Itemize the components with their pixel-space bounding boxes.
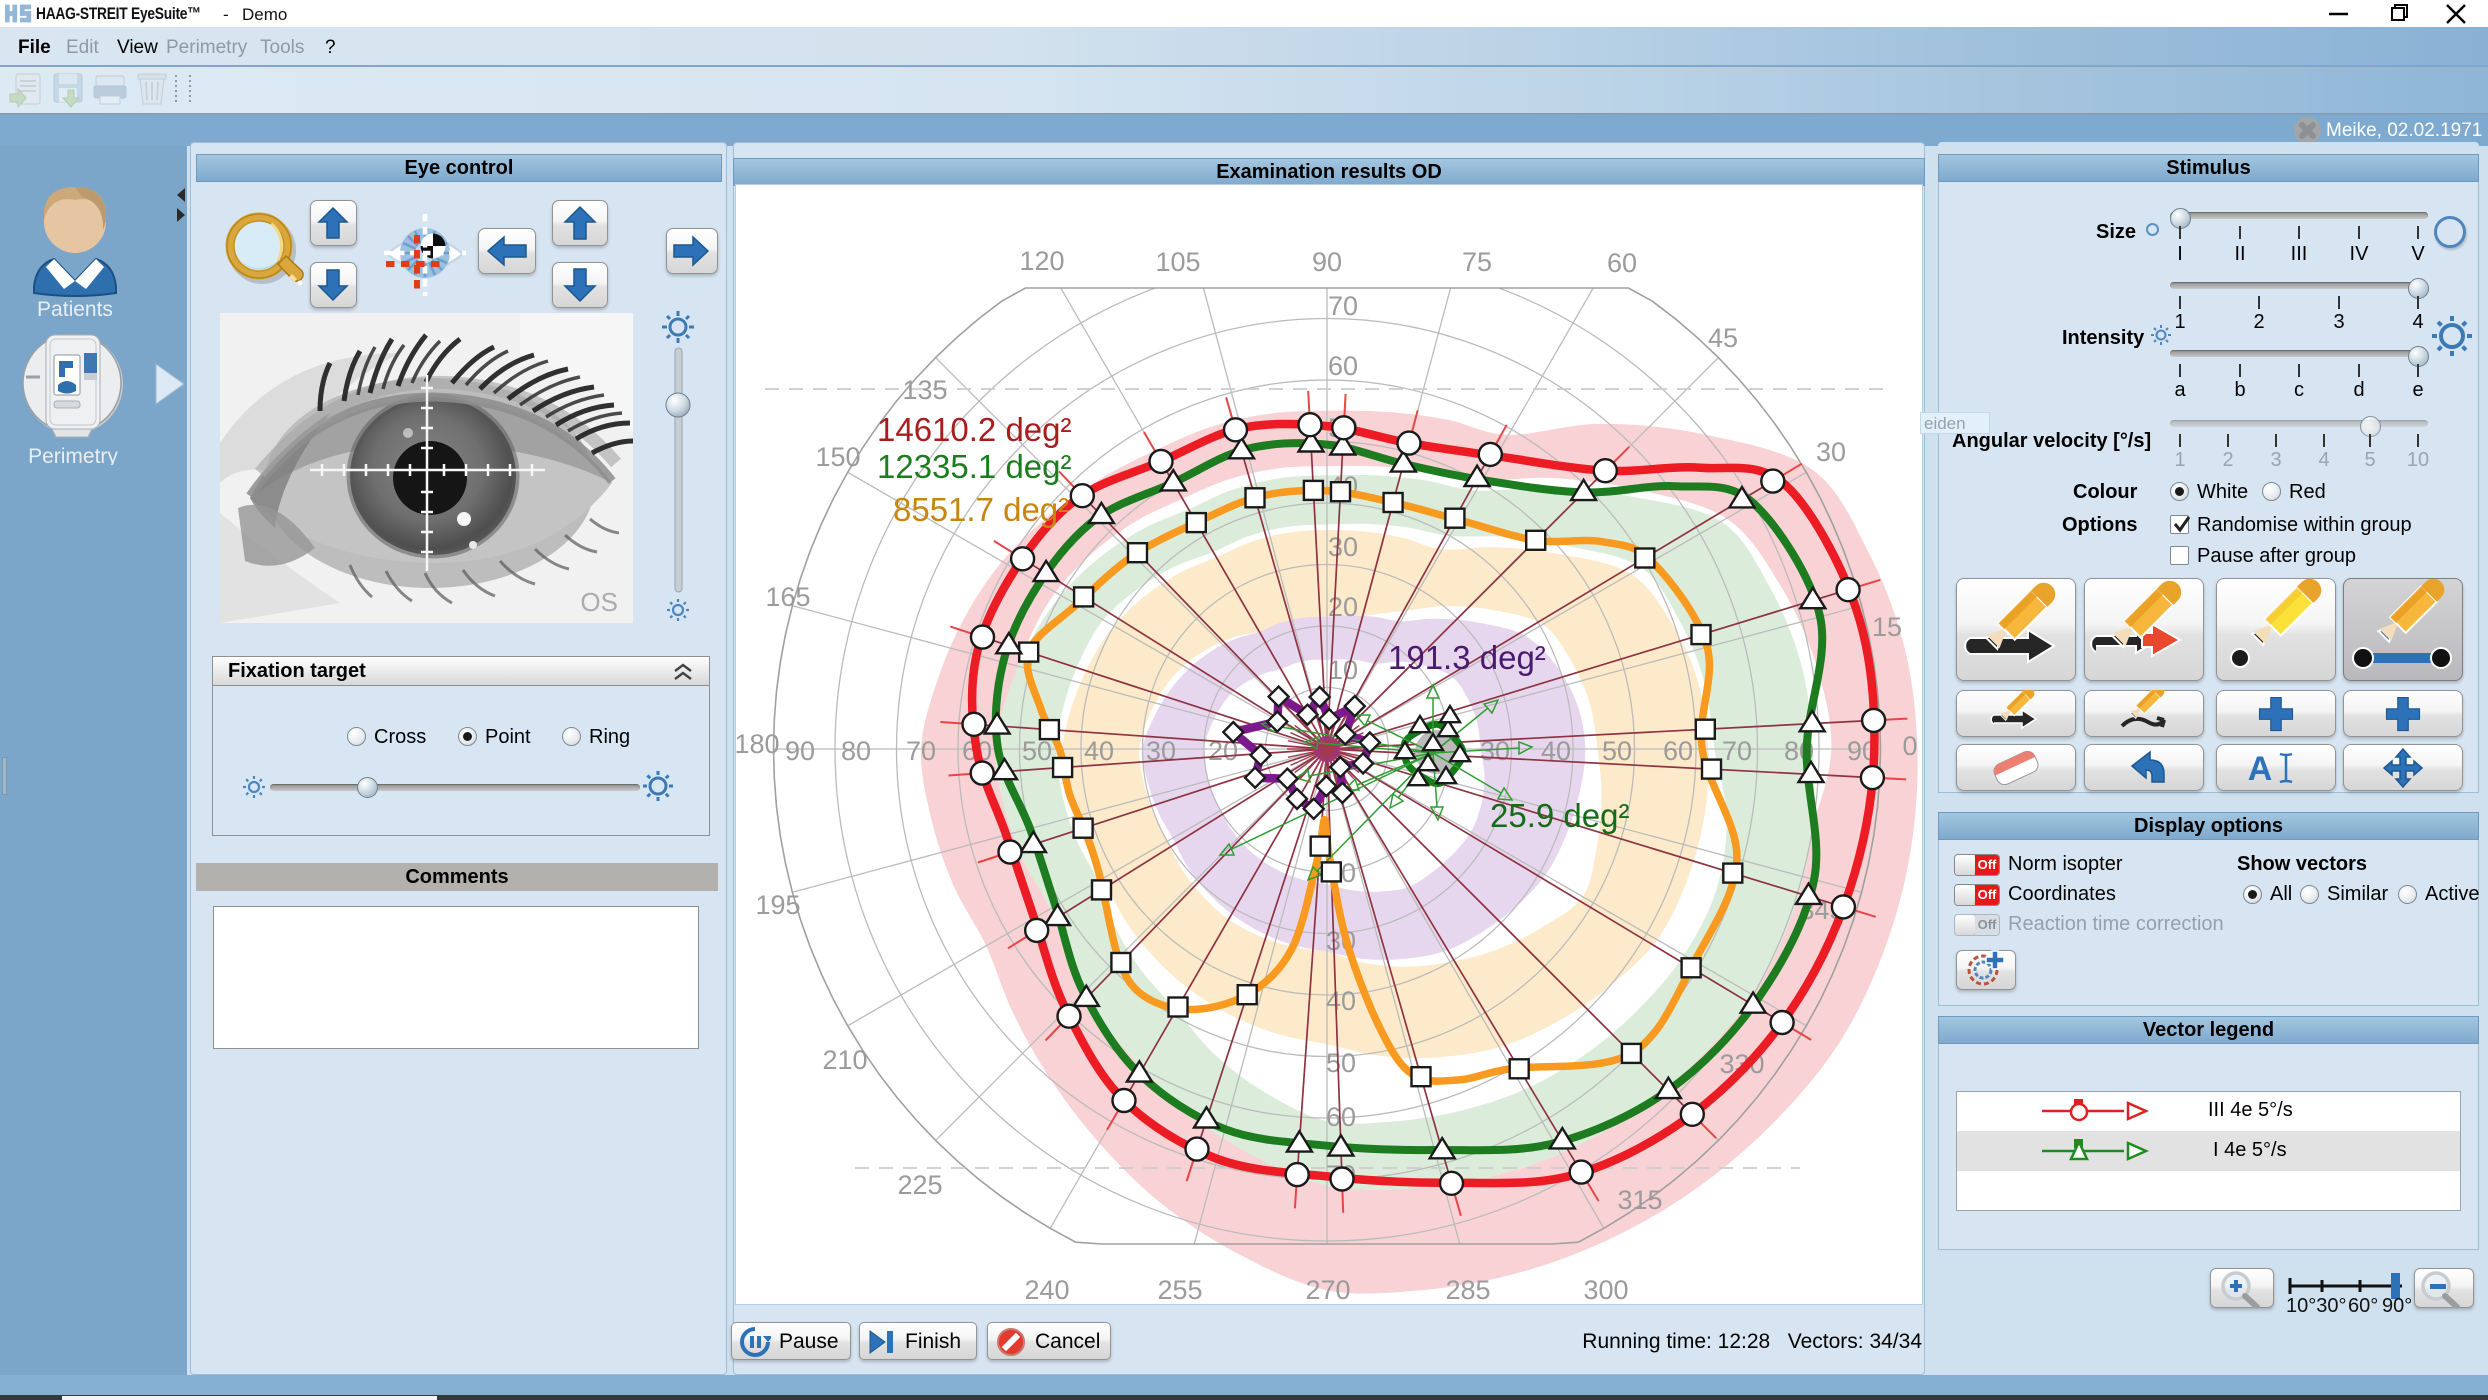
svg-text:Perimetry: Perimetry bbox=[28, 445, 118, 465]
svg-text:12335.1 deg²: 12335.1 deg² bbox=[877, 448, 1072, 485]
svg-text:50: 50 bbox=[1326, 1048, 1356, 1078]
svg-text:30: 30 bbox=[1816, 437, 1846, 467]
svg-text:195: 195 bbox=[755, 890, 800, 920]
svg-text:300: 300 bbox=[1583, 1275, 1628, 1305]
svg-text:270: 270 bbox=[1305, 1275, 1350, 1305]
svg-text:105: 105 bbox=[1155, 247, 1200, 277]
svg-text:14610.2 deg²: 14610.2 deg² bbox=[877, 411, 1072, 448]
svg-text:80: 80 bbox=[841, 736, 871, 766]
svg-text:225: 225 bbox=[897, 1170, 942, 1200]
svg-text:20: 20 bbox=[1328, 592, 1358, 622]
svg-text:10: 10 bbox=[1328, 655, 1358, 685]
svg-text:8551.7 deg²: 8551.7 deg² bbox=[893, 491, 1069, 528]
svg-text:10°30°: 10°30° bbox=[2286, 1295, 2347, 1314]
svg-text:70: 70 bbox=[906, 736, 936, 766]
svg-text:Patients: Patients bbox=[37, 298, 113, 321]
svg-text:90: 90 bbox=[785, 736, 815, 766]
svg-text:60: 60 bbox=[1607, 248, 1637, 278]
svg-text:285: 285 bbox=[1445, 1275, 1490, 1305]
svg-text:180: 180 bbox=[734, 729, 779, 759]
svg-text:70: 70 bbox=[1328, 291, 1358, 321]
svg-text:50: 50 bbox=[1602, 736, 1632, 766]
svg-text:15: 15 bbox=[1872, 612, 1902, 642]
svg-text:60: 60 bbox=[1328, 351, 1358, 381]
svg-text:40: 40 bbox=[1084, 736, 1114, 766]
svg-text:165: 165 bbox=[765, 582, 810, 612]
svg-text:60°: 60° bbox=[2348, 1295, 2378, 1314]
svg-text:70: 70 bbox=[1722, 736, 1752, 766]
svg-text:90°: 90° bbox=[2382, 1295, 2412, 1314]
svg-text:150: 150 bbox=[815, 442, 860, 472]
svg-text:135: 135 bbox=[902, 375, 947, 405]
svg-text:OS: OS bbox=[580, 587, 618, 617]
svg-text:50: 50 bbox=[1022, 736, 1052, 766]
svg-text:315: 315 bbox=[1617, 1185, 1662, 1215]
svg-text:A: A bbox=[2248, 750, 2273, 788]
svg-text:210: 210 bbox=[822, 1045, 867, 1075]
svg-text:120: 120 bbox=[1019, 246, 1064, 276]
svg-text:0: 0 bbox=[1902, 731, 1917, 761]
svg-text:45: 45 bbox=[1708, 323, 1738, 353]
svg-text:255: 255 bbox=[1157, 1275, 1202, 1305]
svg-text:60: 60 bbox=[1663, 736, 1693, 766]
svg-text:25.9 deg²: 25.9 deg² bbox=[1490, 797, 1629, 834]
svg-text:191.3 deg²: 191.3 deg² bbox=[1388, 639, 1546, 676]
svg-text:40: 40 bbox=[1326, 986, 1356, 1016]
svg-text:240: 240 bbox=[1024, 1275, 1069, 1305]
svg-text:30: 30 bbox=[1328, 532, 1358, 562]
svg-text:75: 75 bbox=[1462, 247, 1492, 277]
svg-text:90: 90 bbox=[1312, 247, 1342, 277]
